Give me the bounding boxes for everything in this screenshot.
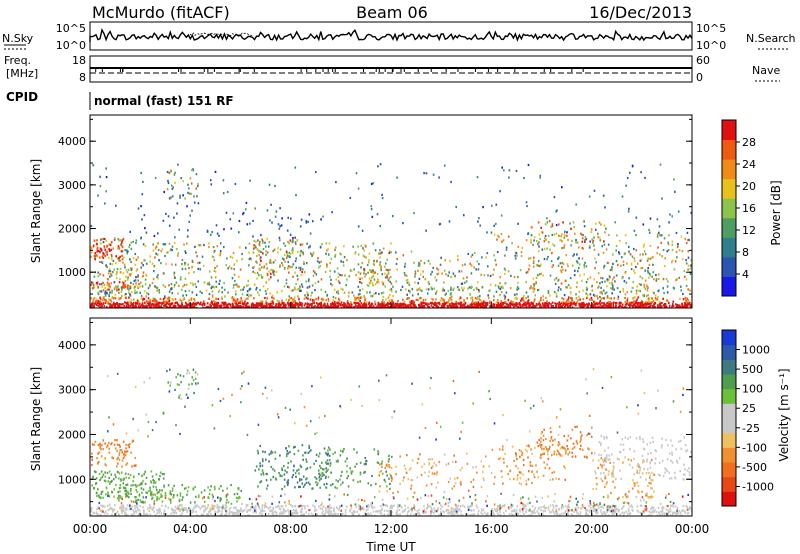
power-colorbar-label: Power [dB] bbox=[769, 180, 783, 245]
velocity-colorbar: 1000 500 100 25 -25 -100 -500 -1000 bbox=[721, 329, 774, 507]
colorbar-tick: -500 bbox=[742, 461, 767, 474]
colorbar-tick: 25 bbox=[742, 402, 756, 415]
colorbar-tick: 28 bbox=[742, 136, 756, 149]
colorbar-tick: 1000 bbox=[742, 344, 770, 357]
colorbar-tick: -25 bbox=[742, 422, 760, 435]
nsearch-tick-bottom: 10^0 bbox=[696, 39, 726, 52]
colorbar-tick: 4 bbox=[742, 268, 749, 281]
y-tick-label: 1000 bbox=[58, 266, 86, 279]
nsky-label: N.Sky bbox=[2, 32, 34, 45]
beam-title: Beam 06 bbox=[356, 3, 428, 22]
x-tick-label: 00:00 bbox=[73, 522, 108, 536]
y-tick-label: 3000 bbox=[58, 384, 86, 397]
x-tick-label: 04:00 bbox=[173, 522, 208, 536]
power-ylabel: Slant Range [km] bbox=[29, 159, 43, 263]
colorbar-tick: -1000 bbox=[742, 480, 774, 493]
x-axis-label: Time UT bbox=[365, 540, 416, 554]
freq-label: Freq. bbox=[4, 54, 31, 67]
colorbar-tick: 24 bbox=[742, 158, 756, 171]
x-tick-label: 00:00 bbox=[675, 522, 710, 536]
nsky-trace bbox=[89, 28, 693, 42]
y-tick-label: 1000 bbox=[58, 473, 86, 486]
velocity-ylabel: Slant Range [km] bbox=[29, 367, 43, 471]
y-tick-label: 2000 bbox=[58, 428, 86, 441]
velocity-colorbar-label: Velocity [m s⁻¹] bbox=[777, 368, 791, 461]
x-tick-label: 12:00 bbox=[374, 522, 409, 536]
y-tick-label: 3000 bbox=[58, 179, 86, 192]
y-tick-label: 4000 bbox=[58, 339, 86, 352]
x-tick-label: 16:00 bbox=[474, 522, 509, 536]
nsearch-label: N.Search bbox=[746, 32, 796, 45]
x-tick-label: 08:00 bbox=[273, 522, 308, 536]
power-heatmap bbox=[90, 163, 692, 308]
cpid-value: normal (fast) 151 RF bbox=[94, 94, 234, 108]
cpid-label: CPID bbox=[6, 90, 38, 104]
nsearch-tick-top: 10^5 bbox=[696, 22, 726, 35]
freq-tick-top: 18 bbox=[72, 54, 86, 67]
colorbar-tick: 12 bbox=[742, 224, 756, 237]
station-title: McMurdo (fitACF) bbox=[92, 3, 230, 22]
nave-label: Nave bbox=[752, 64, 780, 77]
freq-unit-label: [MHz] bbox=[6, 67, 38, 80]
date-title: 16/Dec/2013 bbox=[589, 3, 692, 22]
colorbar-tick: 500 bbox=[742, 363, 763, 376]
nsky-tick-bottom: 10^0 bbox=[56, 39, 86, 52]
nave-tick-top: 60 bbox=[696, 54, 710, 67]
x-tick-label: 20:00 bbox=[574, 522, 609, 536]
colorbar-tick: 100 bbox=[742, 383, 763, 396]
velocity-panel-frame bbox=[89, 317, 693, 517]
colorbar-tick: 8 bbox=[742, 246, 749, 259]
power-colorbar: 4 8 12 16 20 24 28 bbox=[721, 119, 756, 297]
colorbar-tick: 20 bbox=[742, 180, 756, 193]
nsky-tick-top: 10^5 bbox=[56, 22, 86, 35]
y-tick-label: 4000 bbox=[58, 135, 86, 148]
colorbar-tick: -100 bbox=[742, 441, 767, 454]
y-tick-label: 2000 bbox=[58, 223, 86, 236]
colorbar-tick: 16 bbox=[742, 202, 756, 215]
velocity-heatmap bbox=[90, 368, 692, 516]
freq-tick-bottom: 8 bbox=[79, 71, 86, 84]
nave-tick-bottom: 0 bbox=[696, 71, 703, 84]
